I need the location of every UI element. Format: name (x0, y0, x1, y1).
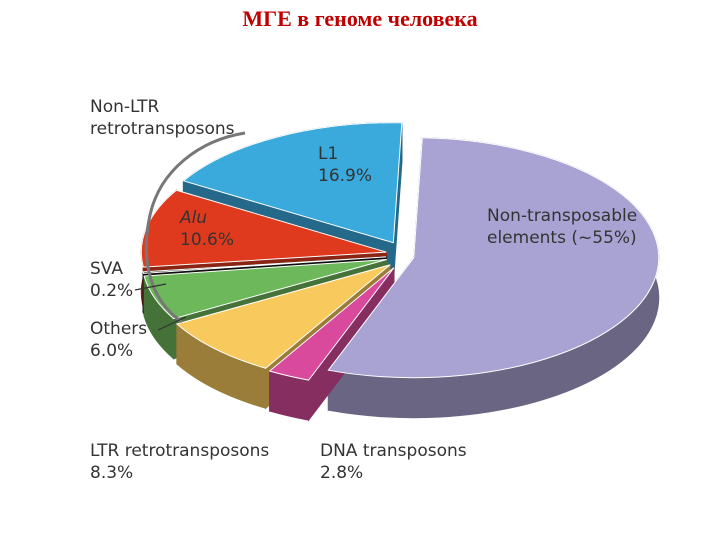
category-label: SVA (90, 259, 123, 279)
slice (268, 267, 395, 381)
group-bracket (144, 131, 246, 324)
slice-label: LTR retrotransposons 8.3% (90, 440, 310, 484)
leader-line (134, 283, 167, 291)
value-label: (~55%) (571, 228, 637, 248)
slice-label: Others 6.0% (90, 318, 190, 362)
slice (327, 137, 660, 379)
category-label: Alu (180, 208, 208, 228)
slice-label: DNA transposons 2.8% (320, 440, 520, 484)
slice (142, 256, 387, 274)
slice-label: Non-transposable elements (~55%) (487, 205, 647, 249)
category-label: LTR retrotransposons (90, 441, 270, 461)
value-label: 2.8% (320, 463, 364, 483)
category-label: Non-transposable elements (487, 206, 638, 248)
category-label: Others (90, 319, 148, 339)
category-label: L1 (318, 144, 339, 164)
pie (140, 122, 660, 422)
value-label: 6.0% (90, 341, 134, 361)
slice (175, 264, 391, 369)
slice-label: L1 16.9% (318, 143, 398, 187)
value-label: 8.3% (90, 463, 134, 483)
slice (182, 122, 403, 244)
slice (143, 258, 387, 320)
group-label: Non-LTR retrotransposons (90, 97, 235, 139)
category-label: DNA transposons (320, 441, 467, 461)
value-label: 10.6% (180, 230, 235, 250)
value-label: 0.2% (90, 281, 134, 301)
leader-line (157, 316, 187, 331)
slice-label: SVA 0.2% (90, 258, 190, 302)
chart-title: МГЕ в геноме человека (242, 6, 478, 31)
slice-label: Alu 10.6% (180, 207, 280, 251)
value-label: 16.9% (318, 166, 373, 186)
